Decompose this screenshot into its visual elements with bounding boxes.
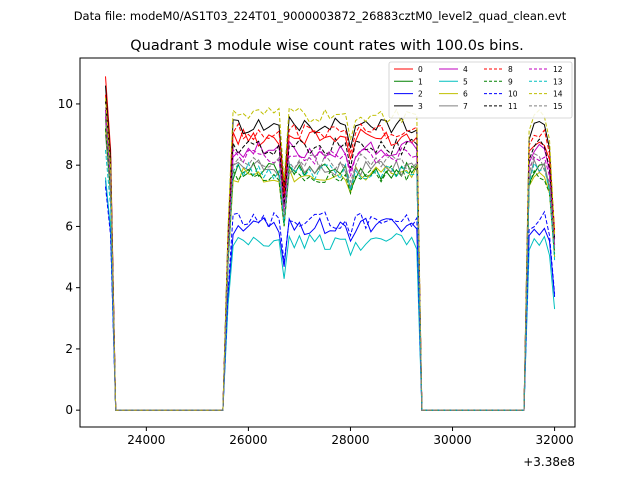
x-tick-label: 30000 — [433, 433, 471, 447]
axes-frame — [79, 57, 576, 428]
series-line-0 — [105, 76, 556, 411]
legend-label-0: 0 — [418, 65, 423, 74]
series-line-13 — [105, 149, 556, 411]
y-tick-label: 2 — [65, 342, 73, 356]
legend-label-5: 5 — [463, 77, 468, 86]
series-line-10 — [105, 186, 556, 411]
legend-label-14: 14 — [553, 90, 563, 99]
y-tick-label: 8 — [65, 158, 73, 172]
legend-label-4: 4 — [463, 65, 468, 74]
figure-suptitle: Data file: modeM0/AS1T03_224T01_90000038… — [74, 9, 567, 23]
series-line-3 — [105, 85, 556, 411]
legend-label-9: 9 — [508, 77, 513, 86]
series-line-14 — [105, 97, 556, 411]
ticks-layer: 24000 26000 28000 30000 32000 0 2 4 6 8 10 — [58, 97, 574, 447]
y-tick-label: 0 — [65, 403, 73, 417]
legend-label-1: 1 — [418, 77, 423, 86]
y-tick-label: 10 — [58, 97, 73, 111]
series-line-7 — [105, 134, 556, 411]
legend-label-12: 12 — [553, 65, 563, 74]
series-line-8 — [105, 94, 556, 411]
x-tick-label: 26000 — [229, 433, 267, 447]
series-line-2 — [105, 180, 556, 411]
legend-label-13: 13 — [553, 77, 563, 86]
series-line-1 — [105, 119, 556, 411]
x-offset-label: +3.38e8 — [523, 455, 575, 469]
legend-label-2: 2 — [418, 90, 423, 99]
series-line-12 — [105, 116, 556, 411]
legend-label-6: 6 — [463, 90, 468, 99]
series-line-4 — [105, 110, 556, 411]
legend-label-3: 3 — [418, 102, 423, 111]
legend-label-7: 7 — [463, 102, 468, 111]
legend-label-15: 15 — [553, 102, 563, 111]
x-tick-label: 24000 — [127, 433, 165, 447]
chart-title: Quadrant 3 module wise count rates with … — [130, 38, 524, 54]
y-tick-label: 6 — [65, 219, 73, 233]
series-line-15 — [105, 113, 556, 411]
x-tick-label: 28000 — [331, 433, 369, 447]
legend-label-11: 11 — [508, 102, 518, 111]
series-layer — [105, 76, 556, 411]
series-line-5 — [105, 177, 556, 411]
legend-frame — [388, 61, 573, 119]
legend-label-8: 8 — [508, 65, 513, 74]
legend-label-10: 10 — [508, 90, 518, 99]
y-tick-label: 4 — [65, 281, 73, 295]
series-line-11 — [105, 100, 556, 411]
x-tick-label: 32000 — [535, 433, 573, 447]
